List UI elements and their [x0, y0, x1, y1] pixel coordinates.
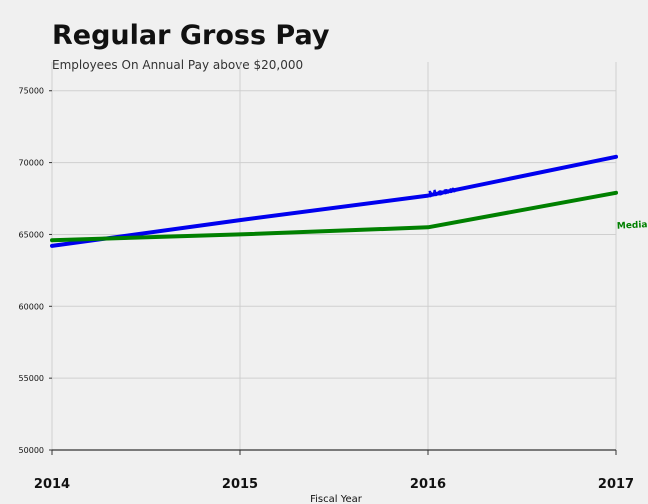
y-tick-label: 75000 — [19, 87, 44, 96]
y-tick-label: 65000 — [19, 230, 44, 239]
series-line-median — [50, 190, 618, 243]
x-axis-label: Fiscal Year — [310, 494, 363, 504]
y-axis: 50000 55000 60000 65000 70000 75000 — [19, 87, 52, 455]
y-tick-label: 50000 — [19, 446, 44, 455]
series-label-mean: Mean — [428, 185, 457, 200]
x-tick-label: 2015 — [222, 477, 258, 492]
x-tick-label: 2017 — [598, 477, 634, 492]
chart-title: Regular Gross Pay — [52, 20, 330, 51]
x-tick-label: 2016 — [410, 477, 446, 492]
y-tick-label: 55000 — [19, 374, 44, 383]
y-tick-label: 60000 — [19, 302, 44, 311]
series-line-mean — [50, 154, 618, 248]
series-lines — [50, 154, 618, 248]
series-label-median: Median — [617, 220, 648, 232]
y-tick-label: 70000 — [19, 159, 44, 168]
grid — [51, 62, 617, 450]
x-tick-label: 2014 — [34, 477, 70, 492]
x-axis: 2014 2015 2016 2017 — [34, 450, 634, 492]
